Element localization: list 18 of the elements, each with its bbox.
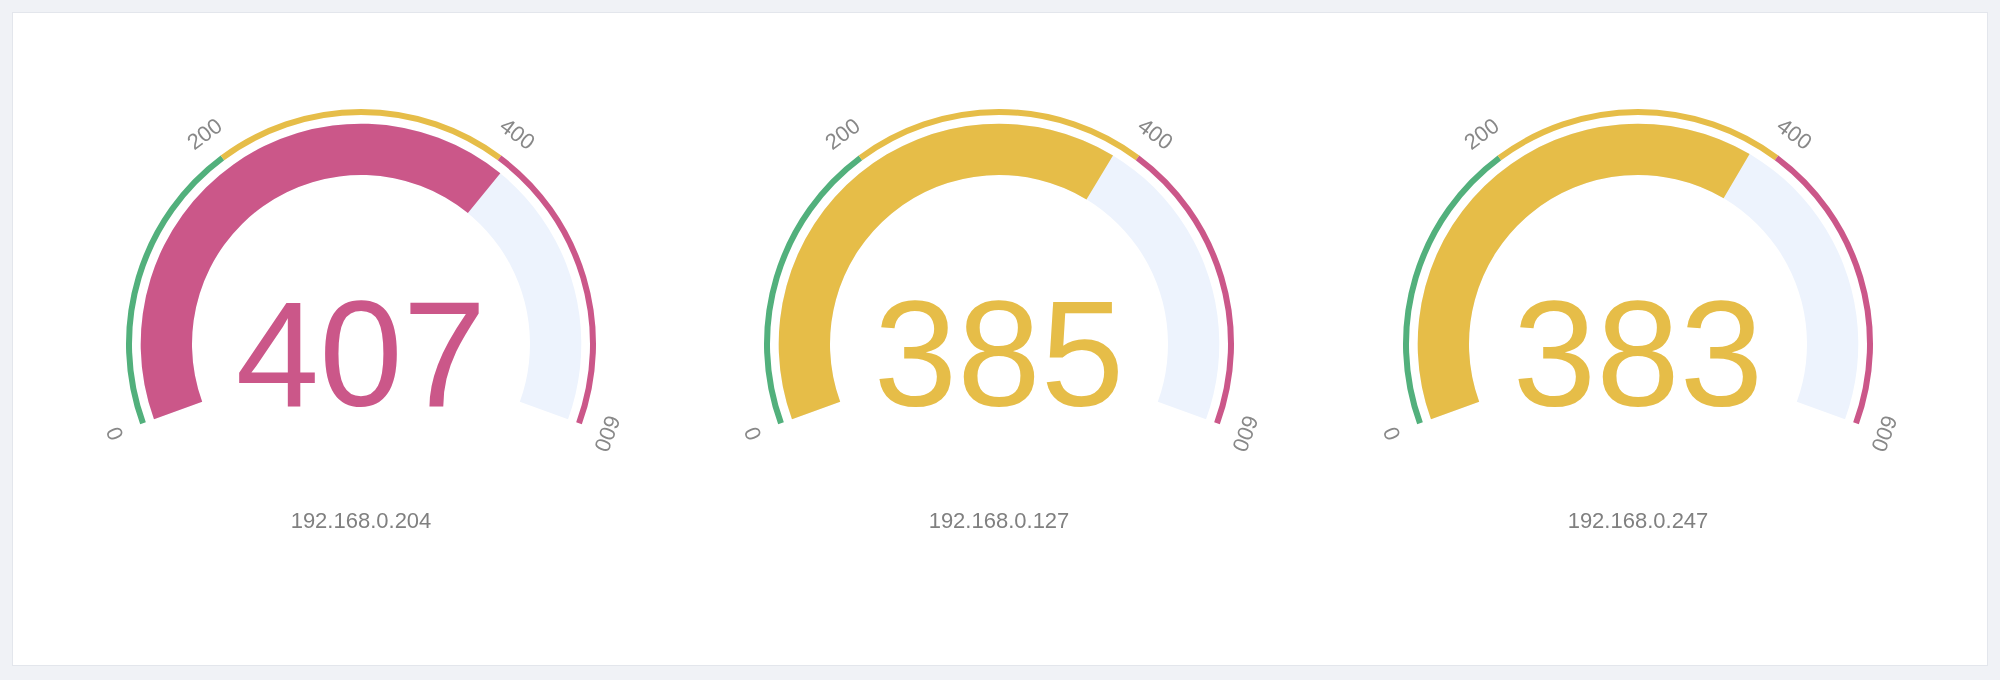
text: 400 [1772, 112, 1817, 155]
text: 200 [1459, 112, 1504, 155]
text: 192.168.0.204 [290, 507, 432, 533]
data-label: 383 [1512, 270, 1764, 438]
data-label: 385 [873, 270, 1125, 438]
text: 200 [182, 112, 227, 155]
text: 192.168.0.127 [928, 507, 1070, 533]
text: 0 [100, 423, 129, 444]
text: 600 [1227, 412, 1264, 456]
text: 600 [589, 412, 626, 456]
text: 200 [820, 112, 865, 155]
text: 0 [1377, 423, 1406, 444]
text: 600 [1866, 412, 1903, 456]
text: 0 [738, 423, 767, 444]
text: 400 [495, 112, 540, 155]
data-label: 407 [235, 270, 487, 438]
text: 400 [1133, 112, 1178, 155]
text: 192.168.0.247 [1567, 507, 1709, 533]
